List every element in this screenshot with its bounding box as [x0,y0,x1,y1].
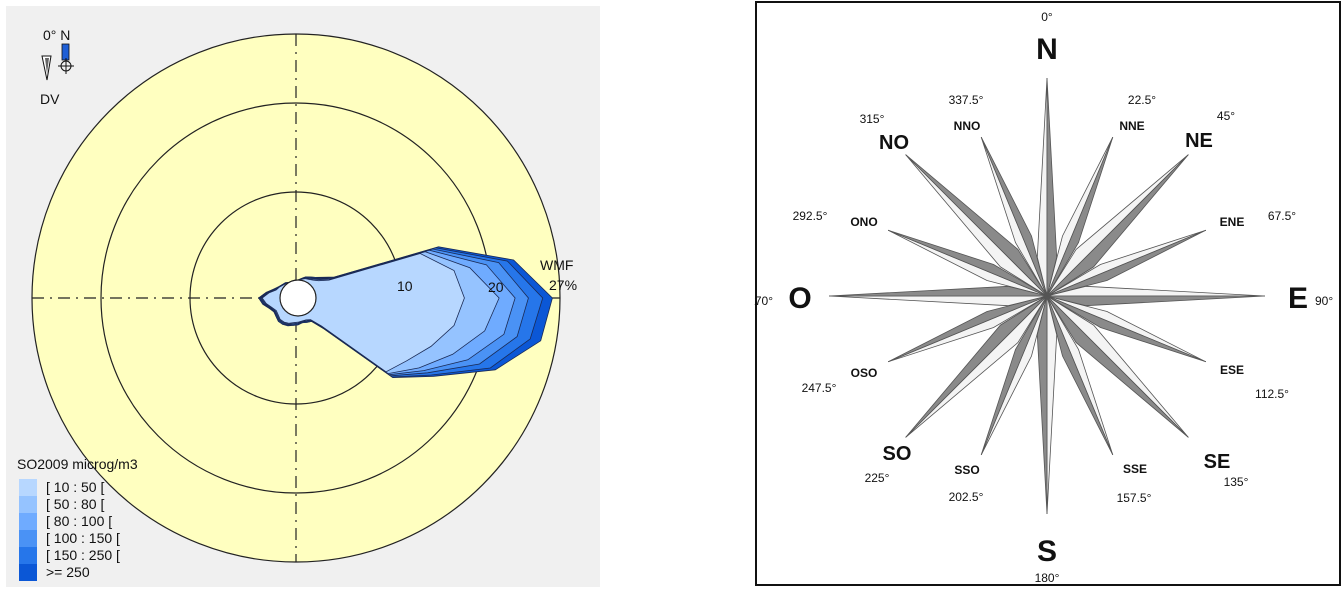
legend-title: SO2009 microg/m3 [17,456,138,472]
rose-secondary-112.5-dark [1046,295,1207,363]
direction-label-e: E [1288,282,1308,315]
degree-label-o: 270° [754,294,773,308]
rose-secondary-202.5-dark [980,295,1048,456]
rose-cardinal-180-dark [1036,295,1048,515]
compass-rose-diagram: N 0° E 90° S 180° O 270° NE 45° SE 135° SO 225° NO 315°… [748,0,1342,587]
rose-intercardinal-225-dark [905,295,1048,438]
direction-label-se: SE [1204,451,1231,473]
legend-label-1: [ 50 : 80 [ [46,496,104,512]
direction-label-oso: OSO [851,366,878,380]
direction-label-no: NO [879,132,909,154]
direction-label: DV [40,91,60,107]
rose-cardinal-90-dark [1046,295,1266,307]
compass-rose-svg: N 0° E 90° S 180° O 270° NE 45° SE 135° SO 225° NO 315°… [748,1,1341,586]
legend-swatch-1 [19,496,37,513]
rose-secondary-22.5-dark [1046,136,1114,297]
degree-label-nno: 337.5° [949,93,984,107]
direction-label-so: SO [883,443,912,465]
rose-points [828,77,1266,515]
rose-intercardinal-315-dark [905,154,1048,297]
degree-label-nne: 22.5° [1128,93,1156,107]
outer-label-percent: 27% [549,277,577,293]
north-label: 0° N [43,27,70,43]
wind-rose-chart: 10 20 WMF 27% 0° N DV SO2009 microg/m3 [… [0,0,600,587]
degree-label-ono: 292.5° [793,209,828,223]
direction-label-ese: ESE [1220,363,1244,377]
legend-swatch-0 [19,479,37,496]
series-layer [258,246,553,379]
north-indicator: 0° N DV [40,27,74,107]
degree-label-sso: 202.5° [949,490,984,504]
direction-label-sso: SSO [954,463,979,477]
rose-cardinal-0-dark [1046,77,1058,297]
legend-label-2: [ 80 : 100 [ [46,513,112,529]
rose-intercardinal-135-dark [1046,295,1189,438]
degree-label-ene: 67.5° [1268,209,1296,223]
legend-swatch-5 [19,564,37,581]
calm-circle [279,279,317,317]
direction-label-ne: NE [1185,130,1213,152]
degree-label-e: 90° [1315,294,1333,308]
degree-label-no: 315° [860,112,885,126]
rose-secondary-292.5-dark [887,229,1048,297]
degree-label-n: 0° [1041,10,1053,24]
legend-label-4: [ 150 : 250 [ [46,547,120,563]
direction-label-ene: ENE [1220,215,1245,229]
degree-label-se: 135° [1224,475,1249,489]
rose-intercardinal-45-dark [1046,154,1189,297]
degree-label-sse: 157.5° [1117,491,1152,505]
degree-label-ese: 112.5° [1255,387,1289,401]
rose-labels: N 0° E 90° S 180° O 270° NE 45° SE 135° SO 225° NO 315°… [748,10,1333,585]
degree-label-ne: 45° [1217,109,1235,123]
radial-label-10: 10 [397,278,413,294]
legend-swatch-4 [19,547,37,564]
legend: SO2009 microg/m3 [ 10 : 50 [[ 50 : 80 [[… [17,456,138,581]
direction-label-nno: NNO [954,119,981,133]
wind-rose-svg: 10 20 WMF 27% 0° N DV SO2009 microg/m3 [… [6,6,600,587]
direction-label-n: N [1036,33,1058,66]
degree-label-s: 180° [1035,571,1060,585]
legend-label-3: [ 100 : 150 [ [46,530,120,546]
degree-label-oso: 247.5° [802,381,837,395]
north-bar-icon [61,43,70,61]
direction-label-o: O [788,282,811,315]
legend-swatch-2 [19,513,37,530]
rose-cardinal-270-dark [828,285,1048,297]
legend-label-0: [ 10 : 50 [ [46,479,104,495]
degree-label-so: 225° [865,471,890,485]
legend-swatch-3 [19,530,37,547]
direction-label-sse: SSE [1123,462,1147,476]
direction-label-ono: ONO [850,215,877,229]
radial-label-20: 20 [488,279,504,295]
vane-inner-icon [45,58,49,74]
outer-label-wmf: WMF [540,257,573,273]
legend-label-5: >= 250 [46,564,90,580]
legend-items: [ 10 : 50 [[ 50 : 80 [[ 80 : 100 [[ 100 … [19,479,120,581]
direction-label-nne: NNE [1119,119,1144,133]
series-0 [261,253,465,373]
direction-label-s: S [1037,535,1057,568]
